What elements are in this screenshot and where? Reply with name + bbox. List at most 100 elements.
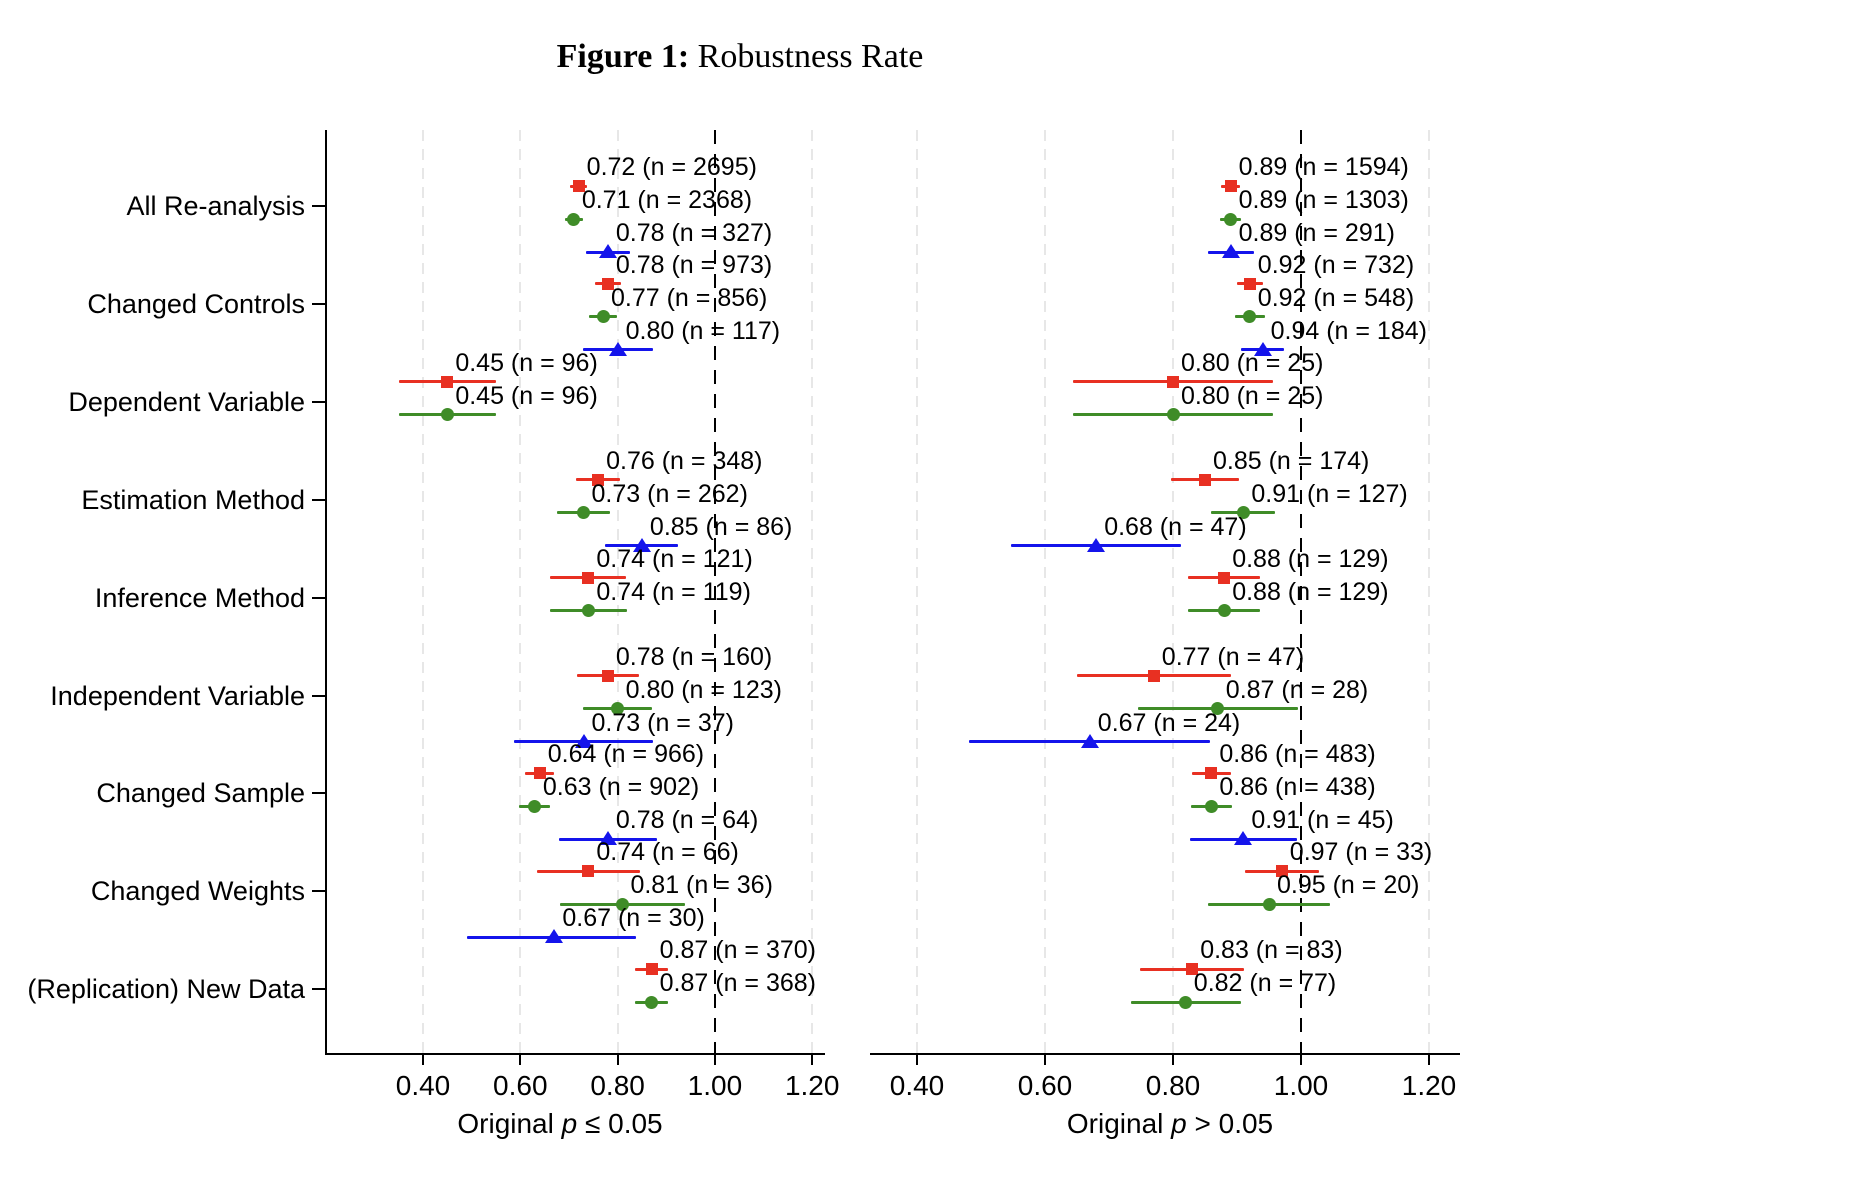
data-point-circle xyxy=(1204,799,1218,813)
data-point-triangle xyxy=(598,831,617,846)
x-axis-tick-label: 0.80 xyxy=(1145,1070,1201,1101)
data-point-label: 0.85 (n = 174) xyxy=(1213,446,1370,475)
x-axis-tick-label: 0.60 xyxy=(1017,1070,1073,1101)
data-point-triangle xyxy=(1080,733,1099,748)
category-label: Changed Weights xyxy=(90,876,305,907)
gridline xyxy=(1044,130,1046,1053)
data-point-label: 0.77 (n = 856) xyxy=(611,283,768,312)
data-point-label: 0.74 (n = 121) xyxy=(596,544,753,573)
data-point-label: 0.78 (n = 160) xyxy=(615,642,773,671)
x-axis-tick-label: 1.20 xyxy=(784,1070,840,1101)
category-label: Changed Sample xyxy=(96,778,305,809)
data-point-label: 0.92 (n = 732) xyxy=(1257,250,1415,279)
data-point-circle xyxy=(581,604,595,618)
x-axis-tick xyxy=(713,1053,716,1065)
data-point-label: 0.81 (n = 36) xyxy=(630,871,773,900)
data-point-label: 0.76 (n = 348) xyxy=(606,446,763,475)
data-point-circle xyxy=(1211,702,1225,715)
x-axis-line xyxy=(870,1053,1460,1055)
data-point-label: 0.45 (n = 96) xyxy=(455,381,598,410)
data-point-circle xyxy=(577,506,591,520)
data-point-label: 0.91 (n = 45) xyxy=(1251,806,1394,835)
y-axis-line xyxy=(325,130,327,1055)
data-point-label: 0.88 (n = 129) xyxy=(1232,544,1389,573)
x-axis-tick xyxy=(1300,1053,1302,1065)
data-point-square xyxy=(1218,571,1231,584)
category-label: (Replication) New Data xyxy=(27,974,305,1005)
data-point-label: 0.97 (n = 33) xyxy=(1289,838,1433,867)
data-point-circle xyxy=(567,212,581,226)
data-point-label: 0.74 (n = 66) xyxy=(596,838,739,867)
data-point-circle xyxy=(440,408,454,422)
data-point-label: 0.82 (n = 77) xyxy=(1193,969,1337,998)
x-axis-tick-label: 0.80 xyxy=(590,1070,645,1101)
x-axis-tick-label: 0.60 xyxy=(493,1070,548,1101)
x-axis-tick-label: 1.00 xyxy=(687,1070,743,1101)
data-point-square xyxy=(1243,277,1256,290)
category-tick xyxy=(312,792,325,795)
data-point-square xyxy=(601,669,614,682)
data-point-label: 0.73 (n = 262) xyxy=(591,479,748,508)
category-label: Dependent Variable xyxy=(68,386,305,417)
data-point-square xyxy=(582,571,595,584)
refline-dashed xyxy=(1300,130,1302,1053)
data-point-label: 0.91 (n = 127) xyxy=(1251,479,1408,508)
data-point-circle xyxy=(1217,604,1231,618)
gridline xyxy=(422,130,424,1053)
category-tick xyxy=(312,694,325,697)
data-point-square xyxy=(1205,767,1218,780)
category-tick xyxy=(312,596,325,599)
data-point-label: 0.80 (n = 117) xyxy=(625,316,781,345)
data-point-circle xyxy=(645,995,659,1009)
gridline xyxy=(916,130,918,1053)
data-point-circle xyxy=(596,310,610,324)
data-point-triangle xyxy=(598,244,617,258)
data-point-label: 0.87 (n = 370) xyxy=(659,936,817,965)
x-axis-tick xyxy=(1044,1053,1046,1065)
x-axis-tick xyxy=(519,1053,522,1065)
data-point-circle xyxy=(1224,212,1238,226)
data-point-square xyxy=(1275,865,1288,878)
data-point-square xyxy=(1224,180,1237,192)
data-point-square xyxy=(1199,473,1211,486)
x-axis-tick-label: 1.20 xyxy=(1401,1070,1457,1101)
data-point-label: 0.87 (n = 368) xyxy=(659,969,817,998)
data-point-circle xyxy=(611,702,625,715)
data-point-label: 0.86 (n = 438) xyxy=(1219,773,1376,802)
x-axis-tick-label: 0.40 xyxy=(889,1070,945,1101)
refline-dashed xyxy=(713,130,716,1053)
data-point-label: 0.87 (n = 28) xyxy=(1225,675,1369,704)
data-point-triangle xyxy=(632,537,651,552)
category-label: Estimation Method xyxy=(81,484,305,515)
figure-title: Figure 1: Robustness Rate xyxy=(0,38,1480,76)
data-point-label: 0.80 (n = 123) xyxy=(625,675,782,704)
data-point-label: 0.89 (n = 1303) xyxy=(1238,186,1409,214)
category-tick xyxy=(312,988,325,991)
gridline xyxy=(616,130,619,1053)
data-point-label: 0.78 (n = 64) xyxy=(615,806,759,835)
x-axis-tick xyxy=(916,1053,918,1065)
category-label: All Re-analysis xyxy=(126,191,305,221)
data-point-circle xyxy=(1179,995,1193,1009)
data-point-label: 0.63 (n = 902) xyxy=(542,773,700,802)
gridline xyxy=(1428,130,1430,1053)
data-point-square xyxy=(582,865,595,878)
x-axis-title: Original p > 0.05 xyxy=(1066,1108,1274,1139)
data-point-square xyxy=(572,180,585,192)
data-point-label: 0.92 (n = 548) xyxy=(1257,283,1415,312)
x-axis-tick xyxy=(422,1053,424,1065)
category-tick xyxy=(312,890,325,893)
x-axis-tick xyxy=(811,1053,814,1065)
x-axis-tick-label: 1.00 xyxy=(1273,1070,1329,1101)
data-point-circle xyxy=(528,799,542,813)
data-point-triangle xyxy=(574,733,593,748)
data-point-label: 0.68 (n = 47) xyxy=(1104,512,1247,541)
x-axis-tick-label: 0.40 xyxy=(395,1070,451,1101)
data-point-label: 0.67 (n = 30) xyxy=(562,904,705,933)
data-point-triangle xyxy=(1234,831,1253,846)
x-axis-line xyxy=(325,1053,825,1055)
figure-title-text: Robustness Rate xyxy=(689,38,924,75)
data-point-square xyxy=(1167,375,1179,388)
data-point-circle xyxy=(1236,506,1250,520)
